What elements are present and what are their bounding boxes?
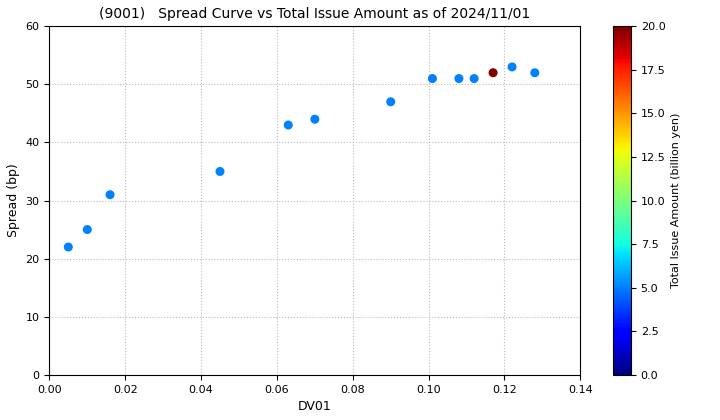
Point [104,192,116,198]
Point [63,244,74,250]
Point [487,69,499,76]
Point [282,122,294,129]
Point [385,98,397,105]
Point [469,75,480,82]
Point [309,116,320,123]
Point [529,69,541,76]
Point [427,75,438,82]
Point [506,63,518,70]
Y-axis label: Total Issue Amount (billion yen): Total Issue Amount (billion yen) [671,113,681,288]
Point [215,168,226,175]
Y-axis label: Spread (bp): Spread (bp) [7,164,20,237]
X-axis label: DV01: DV01 [298,400,332,413]
Point [453,75,464,82]
Title: (9001)   Spread Curve vs Total Issue Amount as of 2024/11/01: (9001) Spread Curve vs Total Issue Amoun… [99,7,531,21]
Point [81,226,93,233]
